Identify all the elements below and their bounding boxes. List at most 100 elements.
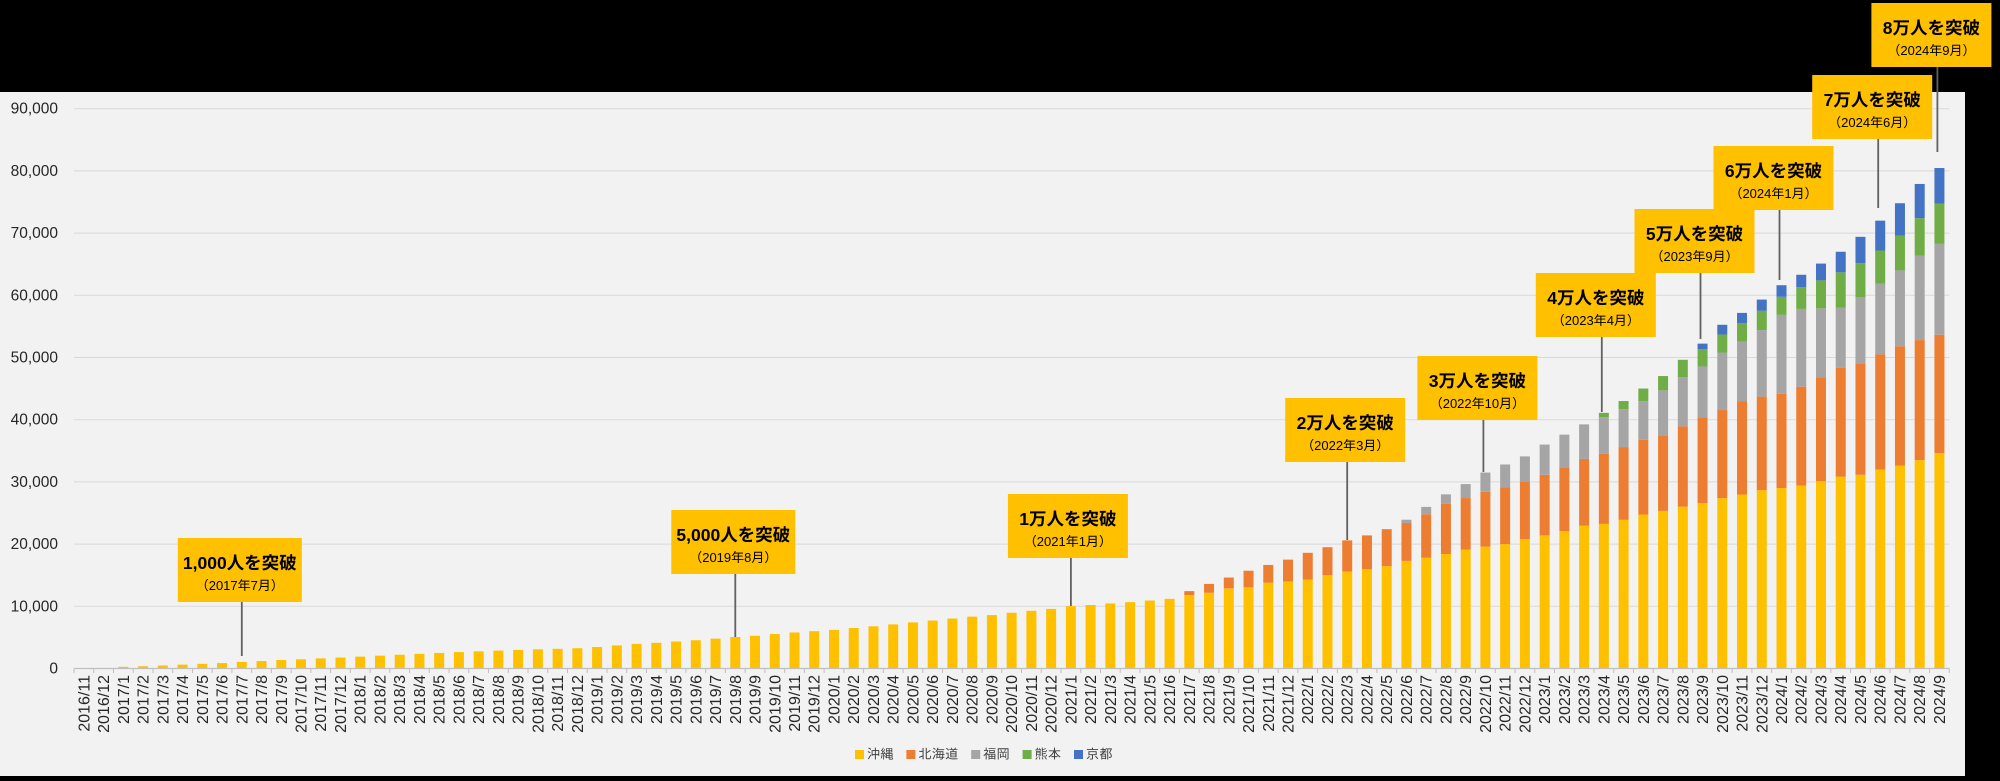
svg-text:3: 3	[1356, 438, 1363, 453]
svg-text:2018/9: 2018/9	[511, 675, 528, 724]
svg-text:4: 4	[1547, 288, 1557, 308]
svg-text:10,000: 10,000	[11, 598, 59, 615]
svg-text:2021/11: 2021/11	[1261, 675, 1278, 732]
svg-text:2023/11: 2023/11	[1735, 675, 1752, 732]
svg-text:2016/11: 2016/11	[76, 675, 93, 732]
svg-text:2024/2: 2024/2	[1794, 675, 1811, 724]
svg-text:2020/8: 2020/8	[965, 675, 982, 724]
svg-text:2018/12: 2018/12	[570, 675, 587, 733]
svg-text:2021/12: 2021/12	[1281, 675, 1298, 733]
svg-text:2021/5: 2021/5	[1142, 675, 1159, 724]
svg-text:2018/8: 2018/8	[491, 675, 508, 724]
svg-text:8: 8	[744, 550, 751, 565]
svg-text:2020/9: 2020/9	[984, 675, 1001, 724]
svg-text:2023/10: 2023/10	[1715, 675, 1732, 733]
svg-text:6: 6	[1883, 115, 1890, 130]
svg-text:2022/8: 2022/8	[1438, 675, 1455, 724]
svg-text:2017: 2017	[209, 578, 238, 593]
svg-text:2021: 2021	[1037, 534, 1066, 549]
svg-text:2023: 2023	[1663, 249, 1692, 264]
svg-text:2023/9: 2023/9	[1695, 675, 1712, 724]
svg-text:2019/12: 2019/12	[807, 675, 824, 733]
svg-text:7: 7	[251, 578, 258, 593]
svg-text:60,000: 60,000	[11, 287, 59, 304]
svg-text:2017/4: 2017/4	[175, 675, 192, 724]
svg-text:2024/9: 2024/9	[1932, 675, 1949, 724]
svg-text:2017/9: 2017/9	[274, 675, 291, 724]
svg-text:2021/6: 2021/6	[1162, 675, 1179, 724]
svg-text:2017/3: 2017/3	[155, 675, 172, 724]
svg-text:2022/12: 2022/12	[1517, 675, 1534, 733]
svg-text:2022/2: 2022/2	[1320, 675, 1337, 724]
svg-text:2020/1: 2020/1	[827, 675, 844, 724]
svg-text:2024/5: 2024/5	[1853, 675, 1870, 724]
svg-text:2023/1: 2023/1	[1537, 675, 1554, 724]
svg-text:2022/3: 2022/3	[1340, 675, 1357, 724]
svg-text:2018/11: 2018/11	[550, 675, 567, 732]
svg-text:2019/2: 2019/2	[609, 675, 626, 724]
svg-text:10: 10	[1485, 396, 1499, 411]
svg-text:2017/5: 2017/5	[195, 675, 212, 724]
svg-text:2022/4: 2022/4	[1360, 675, 1377, 724]
svg-text:2022/7: 2022/7	[1419, 675, 1436, 724]
svg-text:2023: 2023	[1565, 313, 1594, 328]
svg-text:9: 9	[1942, 43, 1949, 58]
svg-text:2018/3: 2018/3	[392, 675, 409, 724]
svg-text:2023/6: 2023/6	[1636, 675, 1653, 724]
svg-text:2017/8: 2017/8	[254, 675, 271, 724]
svg-text:2022/6: 2022/6	[1399, 675, 1416, 724]
svg-text:2023/4: 2023/4	[1596, 675, 1613, 724]
svg-text:2020/11: 2020/11	[1024, 675, 1041, 732]
svg-text:2019/11: 2019/11	[787, 675, 804, 732]
svg-text:2017/11: 2017/11	[313, 675, 330, 732]
svg-text:1: 1	[1784, 186, 1791, 201]
svg-text:2024/4: 2024/4	[1833, 675, 1850, 724]
svg-text:2023/7: 2023/7	[1656, 675, 1673, 724]
svg-text:2: 2	[1297, 413, 1307, 433]
svg-text:2024/8: 2024/8	[1912, 675, 1929, 724]
svg-text:2020/6: 2020/6	[925, 675, 942, 724]
svg-text:2017/7: 2017/7	[234, 675, 251, 724]
svg-text:8: 8	[1883, 18, 1893, 38]
svg-text:2017/6: 2017/6	[215, 675, 232, 724]
svg-text:2022/1: 2022/1	[1300, 675, 1317, 724]
svg-text:2018/4: 2018/4	[412, 675, 429, 724]
svg-text:2020/5: 2020/5	[905, 675, 922, 724]
svg-text:2020/7: 2020/7	[945, 675, 962, 724]
svg-text:3: 3	[1429, 371, 1439, 391]
svg-text:2022/9: 2022/9	[1458, 675, 1475, 724]
svg-text:2024: 2024	[1900, 43, 1929, 58]
svg-text:2023/2: 2023/2	[1557, 675, 1574, 724]
svg-text:2019/5: 2019/5	[669, 675, 686, 724]
svg-text:40,000: 40,000	[11, 412, 59, 429]
svg-text:2022: 2022	[1443, 396, 1472, 411]
svg-text:2023/8: 2023/8	[1675, 675, 1692, 724]
svg-text:2022: 2022	[1314, 438, 1343, 453]
svg-text:2017/2: 2017/2	[136, 675, 153, 724]
svg-text:2019/4: 2019/4	[649, 675, 666, 724]
svg-text:2022/5: 2022/5	[1379, 675, 1396, 724]
svg-text:2020/4: 2020/4	[886, 675, 903, 724]
svg-text:2023/5: 2023/5	[1616, 675, 1633, 724]
svg-text:2021/9: 2021/9	[1221, 675, 1238, 724]
svg-text:7: 7	[1824, 90, 1834, 110]
svg-text:2019/10: 2019/10	[767, 675, 784, 733]
svg-text:2019/1: 2019/1	[590, 675, 607, 724]
svg-text:70,000: 70,000	[11, 225, 59, 242]
svg-text:30,000: 30,000	[11, 474, 59, 491]
svg-text:2024: 2024	[1841, 115, 1870, 130]
svg-text:2020/12: 2020/12	[1044, 675, 1061, 733]
svg-text:2017/10: 2017/10	[294, 675, 311, 733]
svg-text:2021/2: 2021/2	[1083, 675, 1100, 724]
svg-text:2021/4: 2021/4	[1123, 675, 1140, 724]
svg-text:9: 9	[1705, 249, 1712, 264]
svg-text:50,000: 50,000	[11, 350, 59, 367]
svg-text:1: 1	[1019, 509, 1029, 529]
svg-text:2016/12: 2016/12	[96, 675, 113, 733]
svg-text:2019/9: 2019/9	[748, 675, 765, 724]
svg-text:2019/7: 2019/7	[708, 675, 725, 724]
svg-text:2019: 2019	[702, 550, 731, 565]
svg-text:2021/3: 2021/3	[1103, 675, 1120, 724]
svg-text:1,000: 1,000	[183, 553, 227, 573]
svg-text:2017/12: 2017/12	[333, 675, 350, 733]
